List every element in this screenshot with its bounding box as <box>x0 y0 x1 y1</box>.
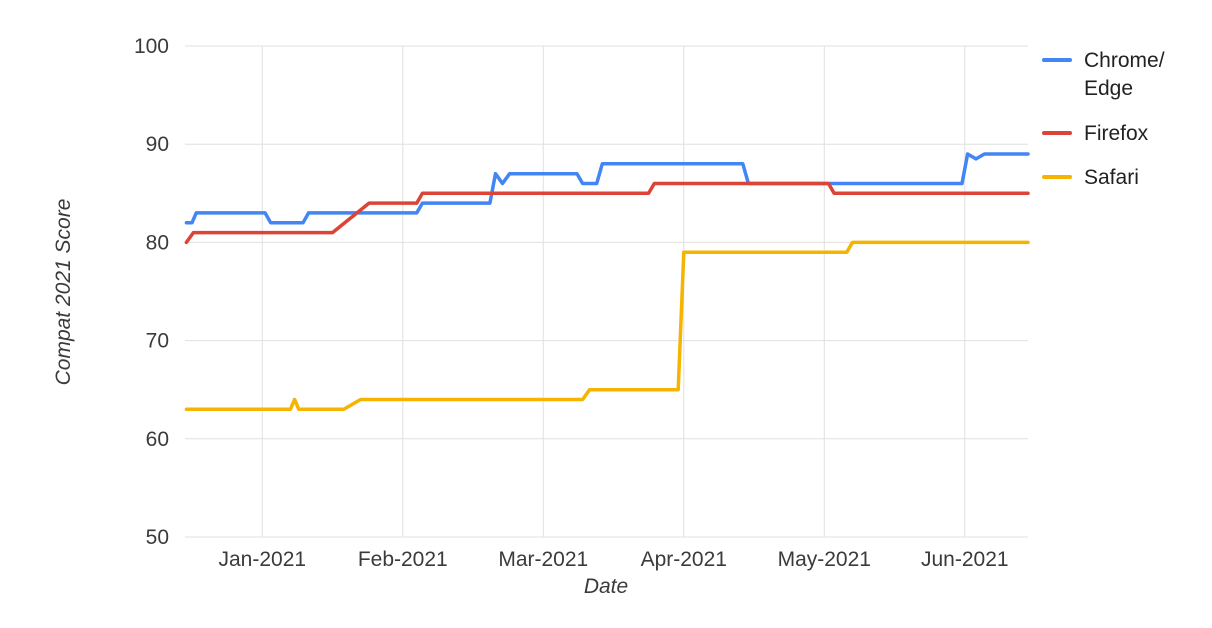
legend-swatch-chrome-edge <box>1042 58 1072 62</box>
legend-swatch-safari <box>1042 175 1072 180</box>
x-tick-label: Feb-2021 <box>358 548 448 571</box>
y-tick-label: 60 <box>146 428 169 451</box>
series-line-chrome-edge <box>184 152 1030 225</box>
y-tick-label: 100 <box>134 35 169 58</box>
x-tick-label: Mar-2021 <box>498 548 588 571</box>
x-tick-label: Jun-2021 <box>921 548 1009 571</box>
legend-item-firefox: Firefox <box>1042 120 1207 148</box>
legend-label-safari: Safari <box>1084 166 1139 190</box>
legend-label-firefox: Firefox <box>1084 121 1149 145</box>
y-tick-label: 50 <box>146 526 169 549</box>
x-tick-label: Jan-2021 <box>218 548 306 571</box>
x-axis-title: Date <box>583 575 629 598</box>
y-tick-label: 70 <box>146 330 169 353</box>
x-tick-label: May-2021 <box>778 548 871 571</box>
legend-item-chrome-edge: Chrome/ Edge <box>1042 47 1207 104</box>
y-axis-title: Compat 2021 Score <box>52 198 75 386</box>
legend-swatch-firefox <box>1042 130 1072 135</box>
legend-item-safari: Safari <box>1042 164 1207 192</box>
legend: Chrome/ Edge Firefox Safari <box>1042 47 1207 192</box>
y-tick-label: 90 <box>146 133 169 156</box>
series-line-safari <box>184 240 1030 412</box>
x-tick-label: Apr-2021 <box>641 548 727 571</box>
series-line-firefox <box>184 181 1030 245</box>
legend-label-chrome-edge: Chrome/ Edge <box>1084 49 1165 101</box>
y-tick-label: 80 <box>146 231 169 254</box>
